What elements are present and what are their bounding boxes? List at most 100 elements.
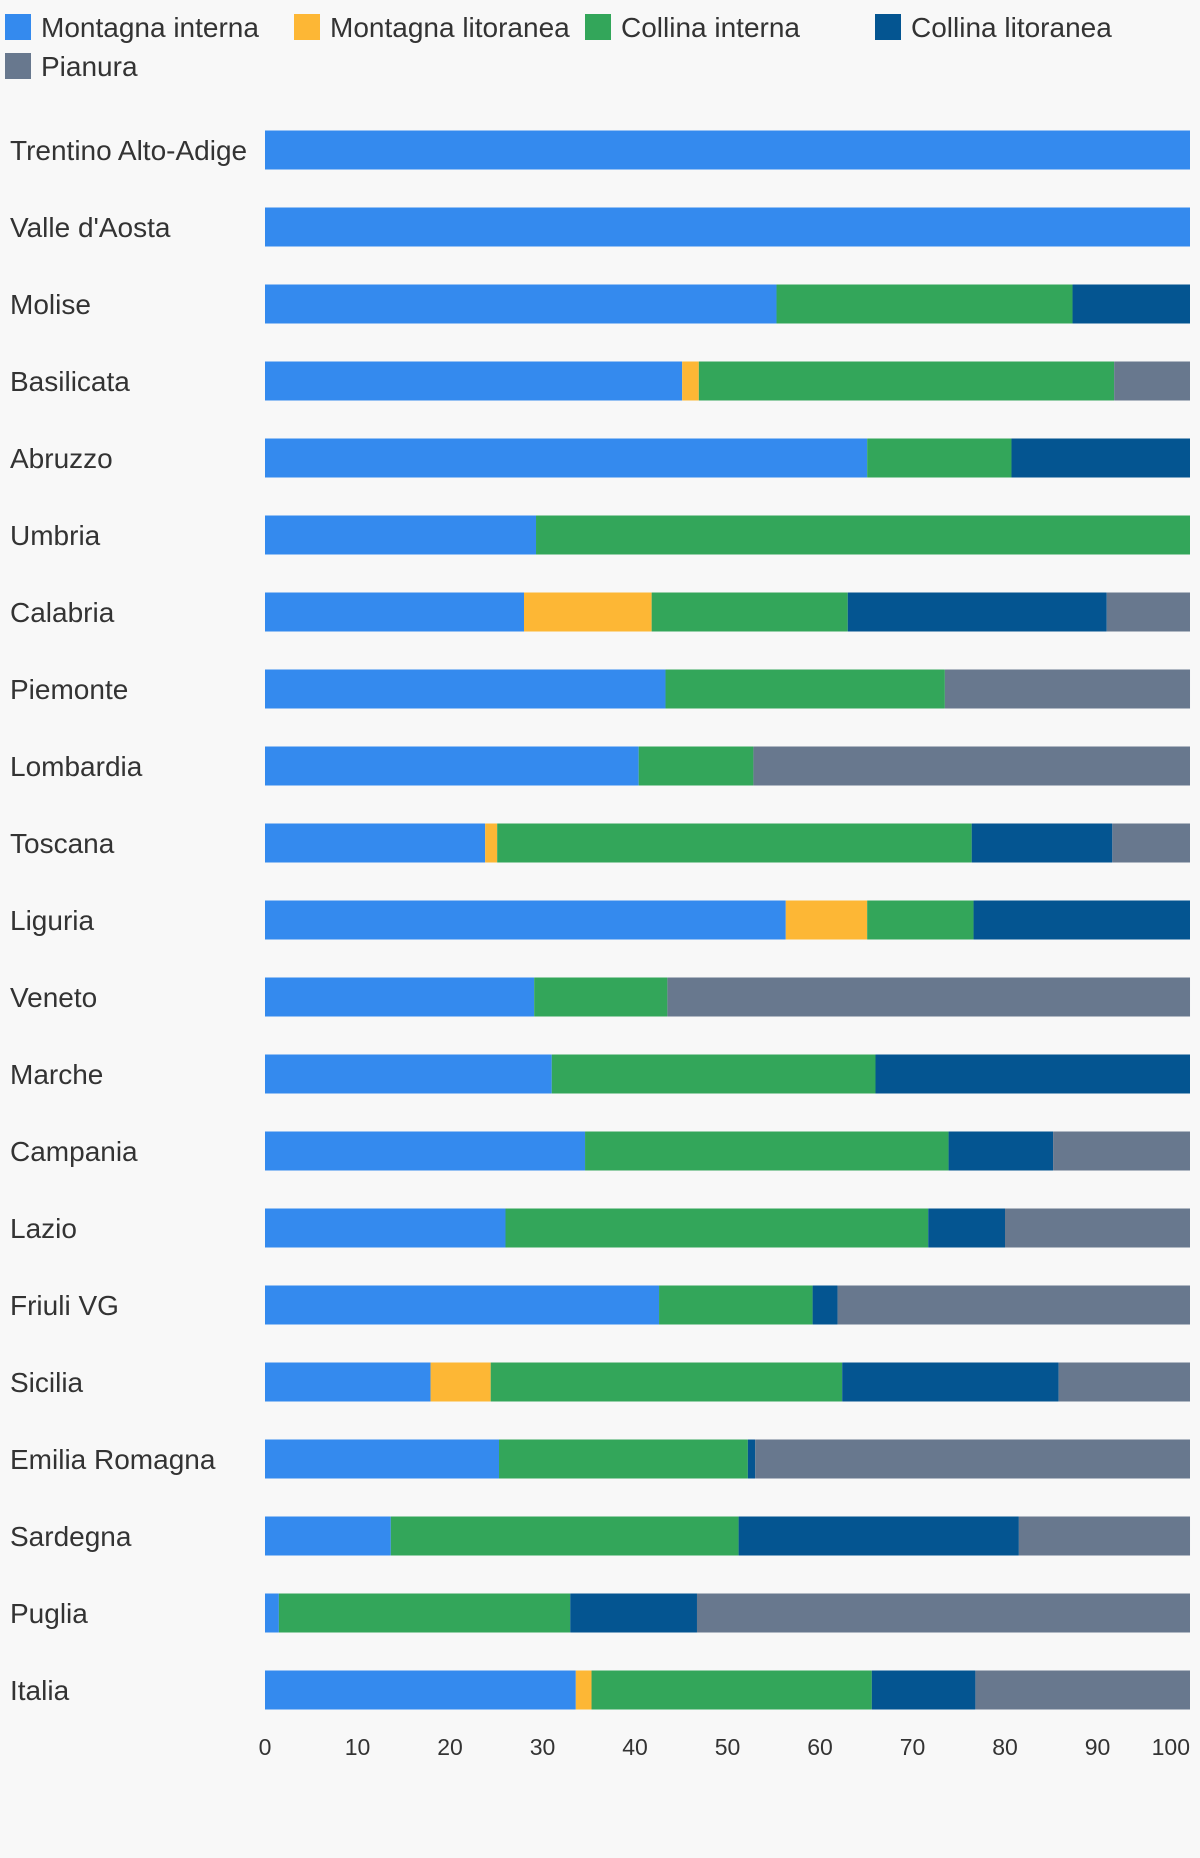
bar-toscana-pianura[interactable]: [1112, 823, 1190, 863]
bar-sicilia-collina-interna[interactable]: [490, 1362, 843, 1402]
bar-basilicata-collina-interna[interactable]: [698, 361, 1115, 401]
bar-trentino-alto-adige-montagna-interna[interactable]: [265, 130, 1190, 170]
bar-calabria-pianura[interactable]: [1106, 592, 1190, 632]
bar-italia-pianura[interactable]: [975, 1670, 1190, 1710]
bar-abruzzo-collina-litoranea[interactable]: [1011, 438, 1190, 478]
legend-swatch-montagna-interna: [5, 14, 31, 40]
bar-veneto-montagna-interna[interactable]: [265, 977, 535, 1017]
bar-veneto-collina-interna[interactable]: [534, 977, 668, 1017]
bar-liguria-collina-interna[interactable]: [867, 900, 974, 940]
category-label-veneto: Veneto: [10, 982, 97, 1013]
bar-friuli-vg-collina-litoranea[interactable]: [812, 1285, 838, 1325]
bar-marche-montagna-interna[interactable]: [265, 1054, 552, 1094]
bar-liguria-montagna-litoranea[interactable]: [785, 900, 868, 940]
bar-molise-collina-litoranea[interactable]: [1072, 284, 1190, 324]
x-tick-label-50: 50: [715, 1734, 741, 1760]
bar-liguria-collina-litoranea[interactable]: [973, 900, 1190, 940]
bar-emilia-romagna-collina-litoranea[interactable]: [747, 1439, 756, 1479]
bar-sicilia-montagna-interna[interactable]: [265, 1362, 431, 1402]
bar-puglia-collina-interna[interactable]: [278, 1593, 571, 1633]
legend-label-montagna-interna: Montagna interna: [41, 12, 259, 43]
bar-lombardia-collina-interna[interactable]: [638, 746, 754, 786]
bar-row-calabria: [265, 592, 1190, 632]
bar-puglia-montagna-interna[interactable]: [265, 1593, 279, 1633]
bar-calabria-collina-litoranea[interactable]: [847, 592, 1107, 632]
bar-marche-collina-litoranea[interactable]: [875, 1054, 1191, 1094]
bar-italia-montagna-litoranea[interactable]: [575, 1670, 592, 1710]
bar-basilicata-montagna-litoranea[interactable]: [682, 361, 699, 401]
bar-lazio-pianura[interactable]: [1005, 1208, 1190, 1248]
bar-piemonte-collina-interna[interactable]: [665, 669, 945, 709]
bar-molise-montagna-interna[interactable]: [265, 284, 777, 324]
bar-calabria-collina-interna[interactable]: [651, 592, 848, 632]
bar-toscana-montagna-interna[interactable]: [265, 823, 486, 863]
bar-campania-collina-interna[interactable]: [585, 1131, 949, 1171]
bar-emilia-romagna-montagna-interna[interactable]: [265, 1439, 500, 1479]
bars: [265, 130, 1191, 1710]
bar-toscana-collina-litoranea[interactable]: [971, 823, 1113, 863]
bar-marche-collina-interna[interactable]: [551, 1054, 876, 1094]
bar-lazio-montagna-interna[interactable]: [265, 1208, 506, 1248]
bar-abruzzo-collina-interna[interactable]: [867, 438, 1012, 478]
bar-valle-d-aosta-montagna-interna[interactable]: [265, 207, 1190, 247]
bar-sardegna-collina-litoranea[interactable]: [738, 1516, 1019, 1556]
bar-toscana-montagna-litoranea[interactable]: [485, 823, 498, 863]
bar-sicilia-collina-litoranea[interactable]: [842, 1362, 1059, 1402]
category-label-valle-d-aosta: Valle d'Aosta: [10, 212, 171, 243]
legend-label-pianura: Pianura: [41, 51, 138, 82]
legend-item-collina-litoranea[interactable]: Collina litoranea: [875, 12, 1112, 43]
legend-item-montagna-litoranea[interactable]: Montagna litoranea: [294, 12, 570, 43]
bar-row-basilicata: [265, 361, 1190, 401]
bar-sardegna-collina-interna[interactable]: [390, 1516, 739, 1556]
category-label-puglia: Puglia: [10, 1598, 88, 1629]
bar-abruzzo-montagna-interna[interactable]: [265, 438, 868, 478]
bar-basilicata-montagna-interna[interactable]: [265, 361, 683, 401]
bar-campania-montagna-interna[interactable]: [265, 1131, 586, 1171]
bar-lazio-collina-litoranea[interactable]: [928, 1208, 1005, 1248]
legend-item-pianura[interactable]: Pianura: [5, 51, 138, 82]
bar-molise-collina-interna[interactable]: [776, 284, 1073, 324]
bar-veneto-pianura[interactable]: [667, 977, 1191, 1017]
category-label-umbria: Umbria: [10, 520, 101, 551]
bar-emilia-romagna-collina-interna[interactable]: [499, 1439, 748, 1479]
bar-puglia-pianura[interactable]: [696, 1593, 1190, 1633]
x-tick-label-30: 30: [530, 1734, 556, 1760]
legend-item-montagna-interna[interactable]: Montagna interna: [5, 12, 259, 43]
legend-item-collina-interna[interactable]: Collina interna: [585, 12, 800, 43]
bar-lombardia-pianura[interactable]: [753, 746, 1190, 786]
x-tick-label-90: 90: [1085, 1734, 1111, 1760]
bar-lazio-collina-interna[interactable]: [505, 1208, 929, 1248]
bar-campania-collina-litoranea[interactable]: [948, 1131, 1054, 1171]
bar-toscana-collina-interna[interactable]: [497, 823, 972, 863]
bar-lombardia-montagna-interna[interactable]: [265, 746, 639, 786]
bar-italia-collina-interna[interactable]: [591, 1670, 872, 1710]
bar-umbria-collina-interna[interactable]: [536, 515, 1190, 555]
bar-calabria-montagna-interna[interactable]: [265, 592, 524, 632]
bar-calabria-montagna-litoranea[interactable]: [524, 592, 652, 632]
category-label-emilia-romagna: Emilia Romagna: [10, 1444, 216, 1475]
bar-row-valle-d-aosta: [265, 207, 1190, 247]
bar-basilicata-pianura[interactable]: [1114, 361, 1190, 401]
bar-emilia-romagna-pianura[interactable]: [755, 1439, 1190, 1479]
bar-friuli-vg-pianura[interactable]: [837, 1285, 1190, 1325]
legend-label-collina-litoranea: Collina litoranea: [911, 12, 1112, 43]
bar-puglia-collina-litoranea[interactable]: [570, 1593, 697, 1633]
bar-friuli-vg-collina-interna[interactable]: [659, 1285, 813, 1325]
bar-umbria-montagna-interna[interactable]: [265, 515, 537, 555]
bar-row-umbria: [265, 515, 1190, 555]
bar-sardegna-montagna-interna[interactable]: [265, 1516, 391, 1556]
bar-italia-collina-litoranea[interactable]: [871, 1670, 976, 1710]
bar-friuli-vg-montagna-interna[interactable]: [265, 1285, 660, 1325]
bar-liguria-montagna-interna[interactable]: [265, 900, 786, 940]
bar-sardegna-pianura[interactable]: [1018, 1516, 1191, 1556]
category-label-molise: Molise: [10, 289, 91, 320]
bar-piemonte-pianura[interactable]: [944, 669, 1191, 709]
bar-sicilia-montagna-litoranea[interactable]: [430, 1362, 491, 1402]
bar-campania-pianura[interactable]: [1053, 1131, 1190, 1171]
bar-row-puglia: [265, 1593, 1190, 1633]
bar-piemonte-montagna-interna[interactable]: [265, 669, 666, 709]
bar-sicilia-pianura[interactable]: [1058, 1362, 1190, 1402]
bar-row-emilia-romagna: [265, 1439, 1190, 1479]
bar-italia-montagna-interna[interactable]: [265, 1670, 576, 1710]
